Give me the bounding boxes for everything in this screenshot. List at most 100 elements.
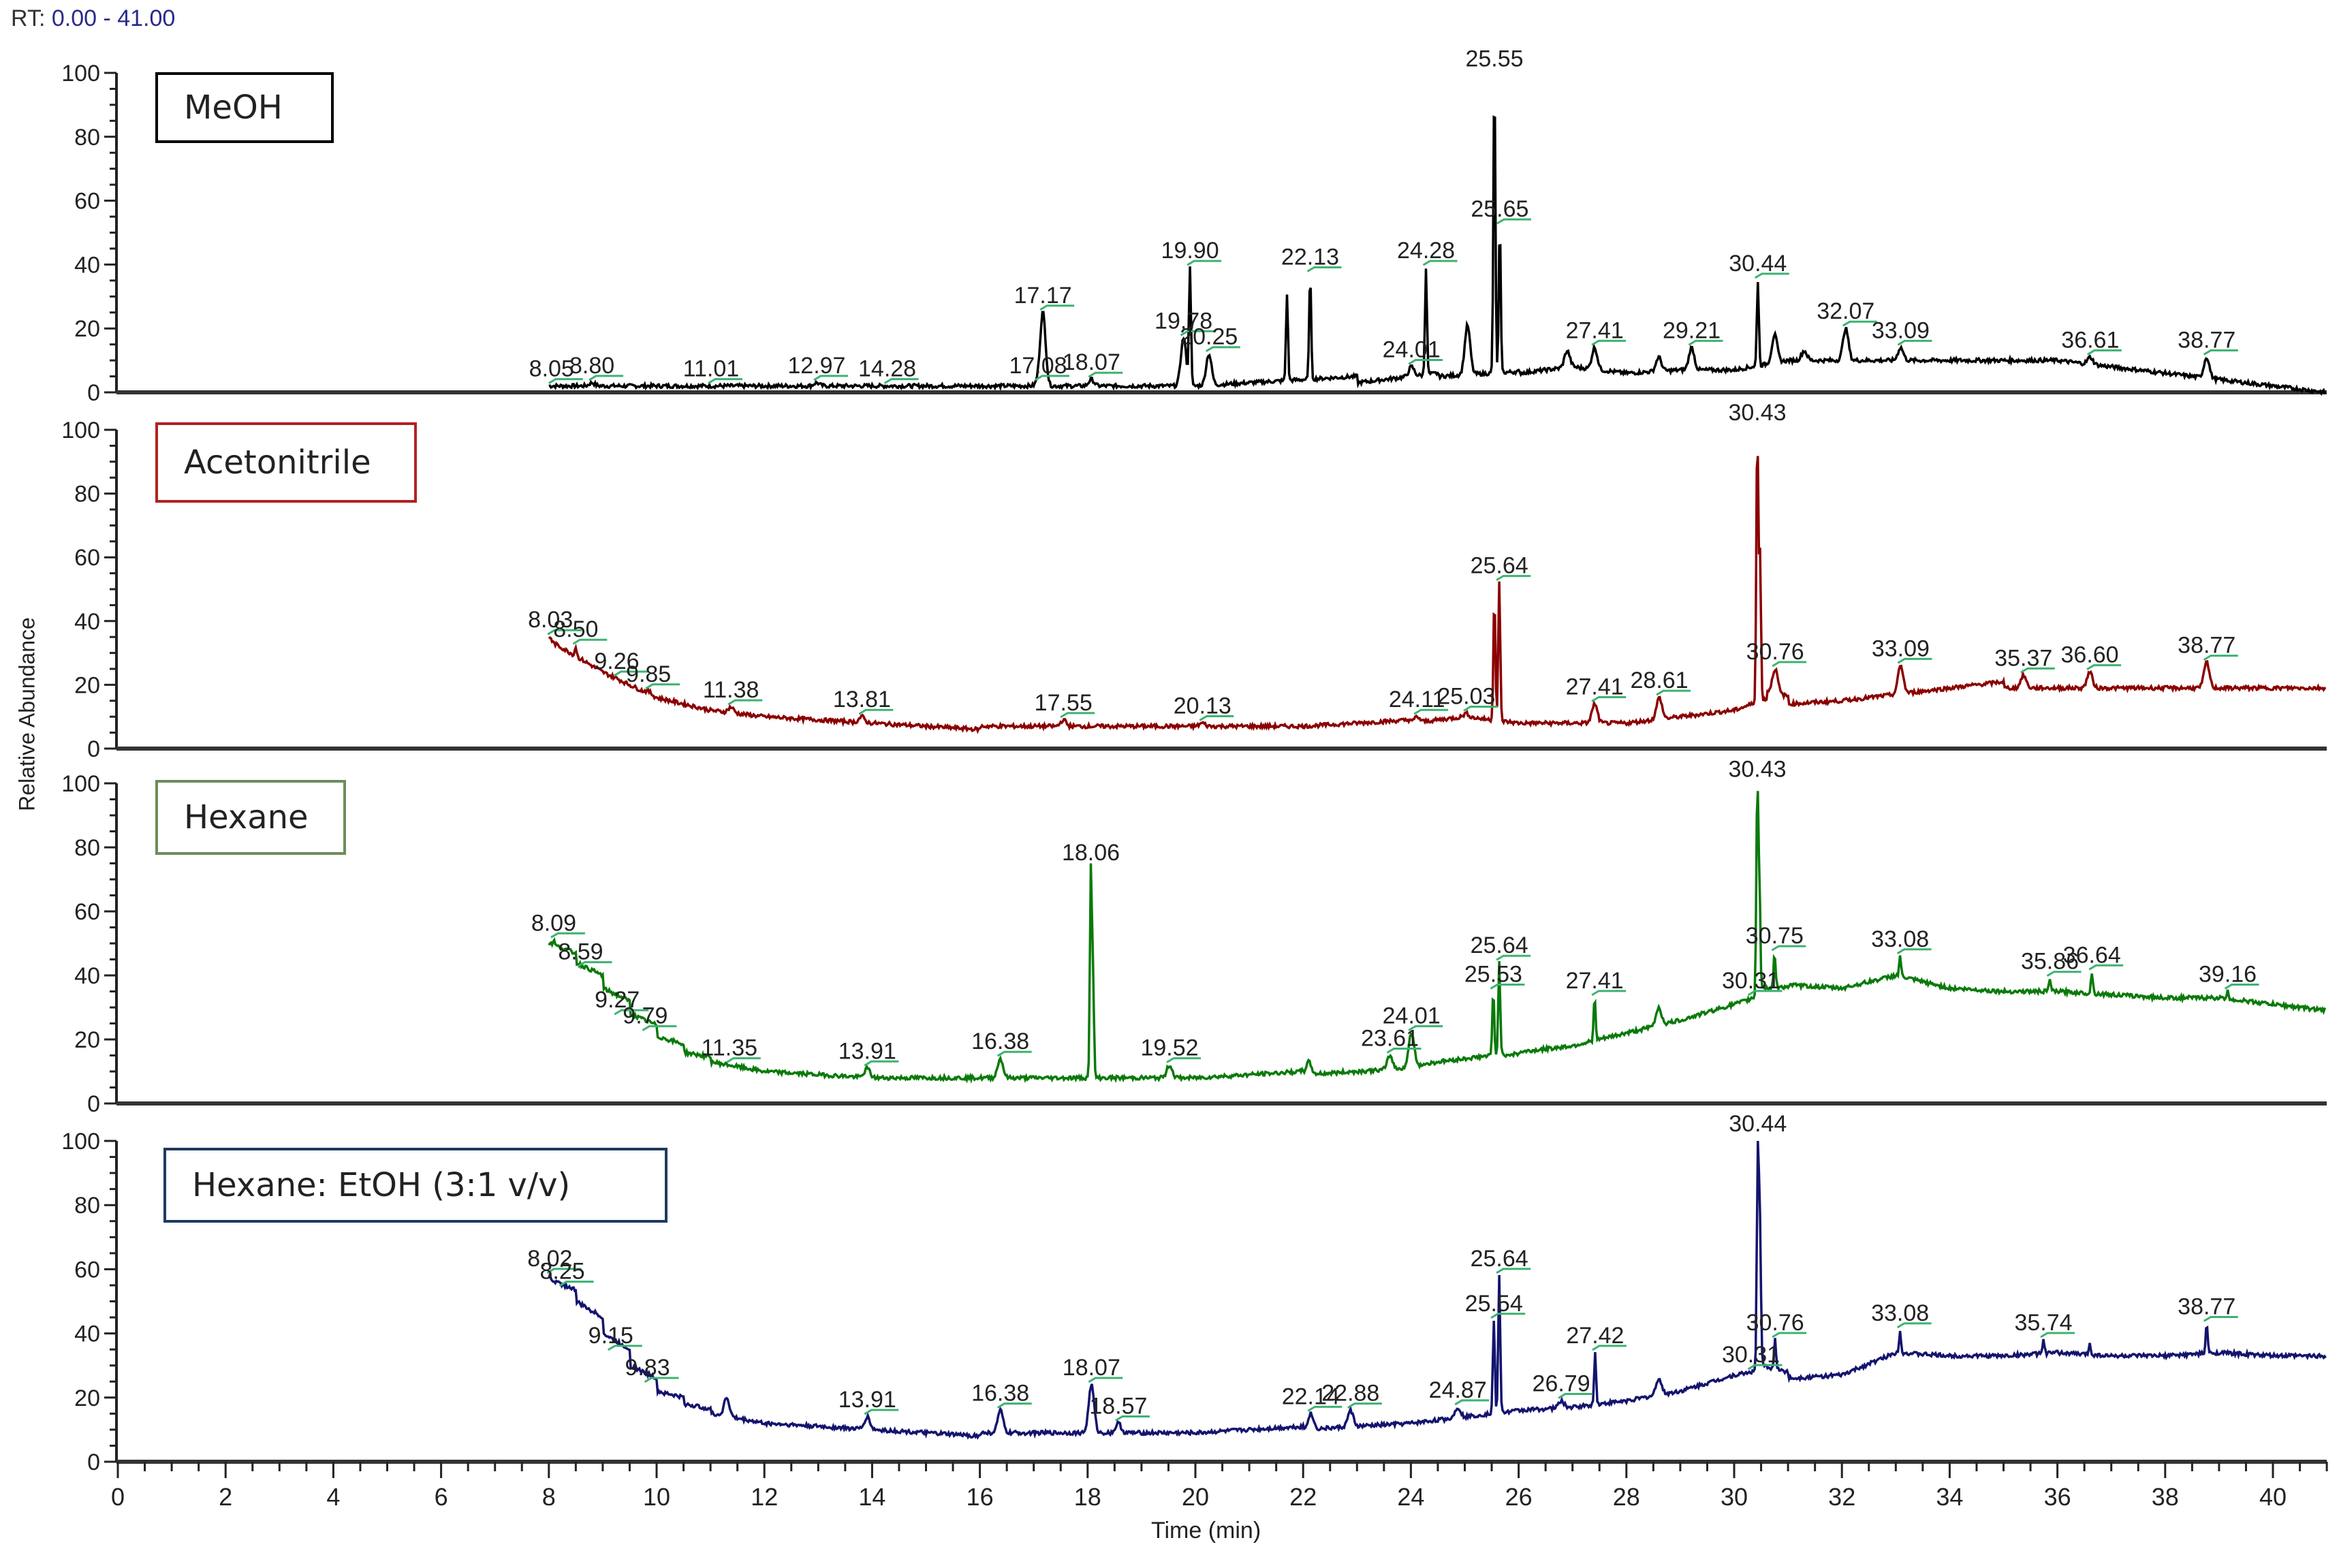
x-tick-label: 40 [2259, 1483, 2287, 1511]
peak-annotation-bracket [607, 1345, 642, 1351]
y-tick-label: 20 [74, 1385, 100, 1411]
peak-annotation-bracket [1755, 272, 1789, 279]
peak-label: 38.77 [2178, 633, 2235, 659]
legend-label: Hexane [184, 798, 309, 836]
y-tick-label: 40 [74, 1321, 100, 1347]
x-tick-label: 38 [2152, 1483, 2179, 1511]
peak-label: 29.21 [1663, 317, 1721, 343]
peak-label: 25.64 [1471, 553, 1528, 579]
peak-label: 36.61 [2061, 327, 2119, 353]
peak-annotation-bracket [1896, 948, 1932, 955]
peak-label: 25.54 [1465, 1291, 1523, 1317]
peak-annotation-bracket [2088, 964, 2124, 971]
peak-label: 30.43 [1728, 757, 1786, 783]
y-tick-label: 0 [87, 1091, 100, 1117]
peak-annotation-bracket [858, 708, 894, 715]
legend-label: Hexane: EtOH (3:1 v/v) [192, 1166, 571, 1204]
peak-annotation-bracket [1422, 260, 1458, 266]
peak-annotation-bracket [996, 1402, 1032, 1409]
peak-label: 27.42 [1566, 1323, 1624, 1349]
panel-0: 0 20 40 60 80 100 8.058.80 11.01 12.97 14.28 17.08… [61, 46, 2327, 406]
x-tick-label: 16 [967, 1483, 994, 1511]
x-tick-label: 32 [1828, 1483, 1855, 1511]
y-tick-label: 0 [87, 736, 100, 762]
peak-label: 11.01 [683, 356, 740, 382]
y-tick-label: 60 [74, 545, 100, 571]
panel-2: 0 20 40 60 80 100 8.09 8.59 9.279.79 11.35 13.91 16… [61, 757, 2327, 1117]
peak-label: 18.57 [1089, 1393, 1147, 1419]
peak-annotation-bracket [1592, 1345, 1627, 1351]
x-tick-label: 36 [2044, 1483, 2071, 1511]
y-tick-label: 80 [74, 482, 100, 507]
peak-annotation-bracket [2203, 1315, 2238, 1322]
peak-annotation-bracket [2203, 655, 2238, 661]
rt-label: RT: [11, 5, 46, 31]
y-tick-label: 0 [87, 1449, 100, 1475]
x-tick-label: 12 [751, 1483, 778, 1511]
peak-annotation-bracket [614, 1009, 649, 1016]
peak-annotation-bracket [1408, 1025, 1443, 1031]
peak-label: 13.91 [838, 1387, 896, 1413]
peak-label: 25.64 [1471, 1246, 1528, 1272]
rt-range-header: RT: 0.00 - 41.00 [11, 5, 175, 32]
peak-label: 32.07 [1817, 298, 1874, 324]
peak-annotation-bracket [1463, 706, 1498, 712]
peak-annotation-bracket [1591, 990, 1627, 997]
y-tick-label: 20 [74, 672, 100, 698]
peak-label: 30.43 [1728, 400, 1786, 426]
peak-annotation-bracket [2086, 664, 2122, 670]
peak-annotation-bracket [577, 961, 612, 967]
peak-annotation-bracket [1490, 984, 1525, 990]
peak-annotation-bracket [559, 1281, 594, 1287]
peak-annotation-bracket [1591, 695, 1627, 702]
y-tick-label: 40 [74, 963, 100, 989]
chromatogram-trace [548, 456, 2327, 734]
peak-label: 22.14 [1282, 1383, 1340, 1409]
peak-label: 17.17 [1014, 283, 1072, 309]
peak-label: 30.44 [1729, 251, 1787, 277]
peak-annotation-bracket [1496, 575, 1531, 581]
peak-annotation-bracket [548, 378, 583, 384]
peak-label: 25.64 [1471, 932, 1528, 958]
peak-annotation-bracket [1747, 990, 1783, 997]
x-tick-label: 20 [1182, 1483, 1209, 1511]
peak-annotation-bracket [1206, 346, 1240, 353]
peak-annotation-bracket [1656, 689, 1691, 696]
y-tick-label: 100 [61, 61, 100, 87]
peak-label: 30.31 [1722, 968, 1780, 994]
peak-label: 8.05 [529, 356, 574, 382]
peak-label: 24.11 [1389, 687, 1445, 712]
peak-label: 8.25 [539, 1259, 584, 1285]
x-tick-label: 28 [1613, 1483, 1640, 1511]
peak-label: 27.41 [1566, 674, 1624, 700]
peak-label: 22.13 [1281, 244, 1339, 270]
y-tick-label: 100 [61, 771, 100, 797]
peak-label: 35.86 [2021, 949, 2079, 975]
peak-label: 22.88 [1321, 1381, 1379, 1407]
peak-label: 36.64 [2063, 942, 2121, 968]
peak-label: 25.03 [1437, 684, 1495, 710]
x-tick-label: 4 [326, 1483, 340, 1511]
peak-label: 38.77 [2178, 327, 2235, 353]
x-tick-label: 30 [1721, 1483, 1748, 1511]
peak-label: 13.81 [833, 687, 891, 712]
x-tick-label: 18 [1074, 1483, 1101, 1511]
panel-legend-meoh: MeOH [155, 72, 334, 143]
peak-annotation-bracket [1772, 1332, 1807, 1338]
y-tick-label: 80 [74, 125, 100, 151]
peak-annotation-bracket [1490, 1313, 1526, 1319]
peak-label: 28.61 [1631, 668, 1689, 693]
peak-label: 25.65 [1471, 196, 1528, 222]
peak-annotation-bracket [1307, 1405, 1343, 1412]
peak-annotation-bracket [1591, 339, 1627, 346]
peak-label: 18.06 [1062, 840, 1120, 866]
chromatogram-trace [548, 791, 2327, 1084]
peak-annotation-bracket [1842, 320, 1877, 327]
peak-label: 33.08 [1871, 1300, 1929, 1326]
peak-label: 30.76 [1746, 639, 1804, 665]
peak-label: 17.08 [1009, 353, 1067, 379]
peak-label: 24.01 [1383, 1003, 1441, 1029]
peak-label: 26.79 [1533, 1371, 1590, 1397]
peak-annotation-bracket [1496, 218, 1531, 225]
peak-label: 19.52 [1140, 1035, 1198, 1061]
